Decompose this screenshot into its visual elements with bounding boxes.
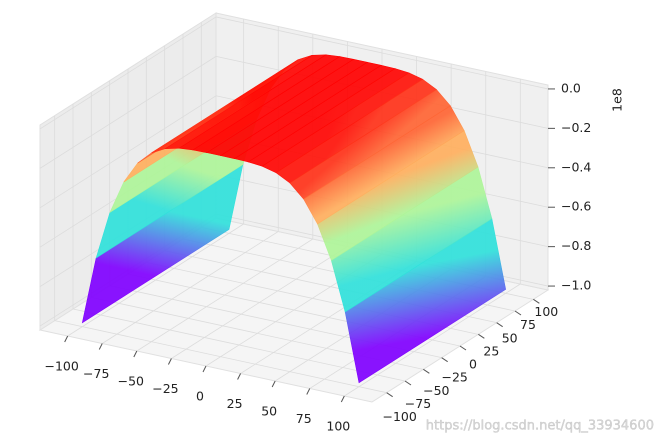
y-tick	[404, 380, 412, 386]
z-tick-label: −0.6	[561, 199, 591, 214]
y-tick-label: −25	[441, 370, 467, 385]
z-offset-label: 1e8	[610, 88, 625, 112]
x-tick-label: 75	[296, 411, 312, 426]
y-tick	[478, 333, 485, 339]
y-tick	[423, 368, 430, 374]
x-tick	[237, 373, 242, 380]
x-tick-label: −75	[83, 366, 109, 381]
x-tick	[340, 395, 345, 403]
y-tick-label: 75	[520, 317, 536, 332]
x-tick	[306, 388, 311, 395]
x-tick	[133, 350, 138, 358]
x-tick-label: 25	[227, 396, 243, 411]
y-tick	[459, 345, 467, 351]
grid-line	[39, 95, 217, 209]
labels: −100 −75 −50 −25 0 25 50 75 100−100−75−50−250255…	[44, 80, 591, 433]
y-tick-label: −100	[382, 409, 416, 424]
x-tick	[98, 343, 103, 350]
y-tick-label: 50	[502, 330, 518, 345]
z-tick-label: 0.0	[561, 80, 581, 95]
x-tick	[64, 335, 69, 343]
grid-line	[54, 320, 387, 394]
x-tick-label: 50	[261, 404, 277, 419]
x-tick-label: −50	[118, 374, 144, 389]
surface-patch	[303, 105, 465, 225]
x-tick	[202, 365, 207, 373]
watermark: https://blog.csdn.net/qq_33934600	[426, 419, 654, 434]
y-tick-label: −50	[423, 383, 449, 398]
z-tick-label: −0.8	[561, 238, 591, 253]
z-tick-label: −1.0	[561, 278, 591, 293]
grid-line	[72, 308, 406, 382]
x-tick	[271, 380, 276, 388]
x-tick-label: −100	[44, 359, 78, 374]
y-tick	[496, 322, 503, 328]
y-tick-label: 100	[534, 304, 558, 319]
surface	[81, 54, 507, 384]
x-tick	[167, 358, 172, 365]
y-tick	[514, 310, 522, 316]
x-tick-label: 100	[326, 419, 350, 434]
z-tick-label: −0.4	[561, 159, 591, 174]
z-tick-label: −0.2	[561, 120, 591, 135]
x-tick-label: −25	[152, 381, 178, 396]
y-tick-label: 25	[483, 343, 499, 358]
grid-line	[39, 56, 217, 169]
y-tick	[386, 392, 393, 398]
y-tick-label: 0	[469, 357, 477, 372]
y-tick	[441, 357, 448, 363]
y-tick-label: −75	[405, 396, 431, 411]
y-tick	[533, 298, 540, 304]
grid-line	[39, 16, 217, 130]
x-tick-label: 0	[196, 389, 204, 404]
grid-line	[215, 16, 549, 90]
